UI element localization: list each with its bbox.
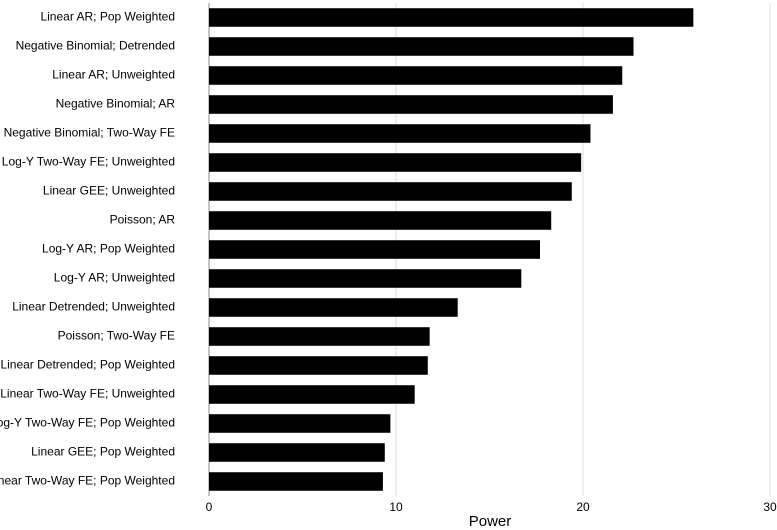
x-axis-title: Power	[469, 513, 512, 530]
y-tick-label: Linear GEE; Pop Weighted	[31, 445, 175, 459]
y-tick-label: Negative Binomial; AR	[56, 97, 176, 111]
bar	[209, 8, 694, 27]
y-tick-label: Negative Binomial; Detrended	[16, 39, 175, 53]
y-tick-label: Log-Y Two-Way FE; Pop Weighted	[0, 416, 175, 430]
y-tick-label: Linear Detrended; Pop Weighted	[0, 358, 175, 372]
bar	[209, 414, 391, 433]
bar	[209, 66, 623, 85]
y-tick-label: Poisson; AR	[110, 213, 176, 227]
y-tick-label: Log-Y AR; Unweighted	[54, 271, 175, 285]
bar	[209, 298, 458, 317]
y-tick-label: Linear Two-Way FE; Unweighted	[0, 387, 175, 401]
bar	[209, 153, 582, 172]
bar	[209, 472, 383, 491]
y-tick-label: Negative Binomial; Two-Way FE	[4, 126, 175, 140]
bar	[209, 95, 613, 114]
bar	[209, 240, 540, 259]
bar	[209, 37, 634, 56]
y-tick-label: Poisson; Two-Way FE	[58, 329, 175, 343]
y-tick-label: Log-Y Two-Way FE; Unweighted	[2, 155, 175, 169]
x-tick-label: 0	[206, 500, 213, 514]
bar	[209, 356, 428, 375]
bar	[209, 182, 572, 201]
x-tick-label: 30	[763, 500, 777, 514]
y-tick-label: Linear GEE; Unweighted	[43, 184, 175, 198]
x-tick-label: 20	[576, 500, 590, 514]
y-tick-label: Linear Detrended; Unweighted	[12, 300, 175, 314]
y-tick-label: Log-Y AR; Pop Weighted	[42, 242, 175, 256]
bar	[209, 443, 385, 462]
y-tick-label: Linear AR; Unweighted	[52, 68, 175, 82]
bar	[209, 211, 552, 230]
y-tick-label: Linear AR; Pop Weighted	[40, 10, 175, 24]
bar	[209, 385, 415, 404]
bar	[209, 327, 430, 346]
bar	[209, 269, 522, 288]
y-tick-label: Linear Two-Way FE; Pop Weighted	[0, 474, 175, 488]
x-tick-label: 10	[389, 500, 403, 514]
bar	[209, 124, 591, 143]
